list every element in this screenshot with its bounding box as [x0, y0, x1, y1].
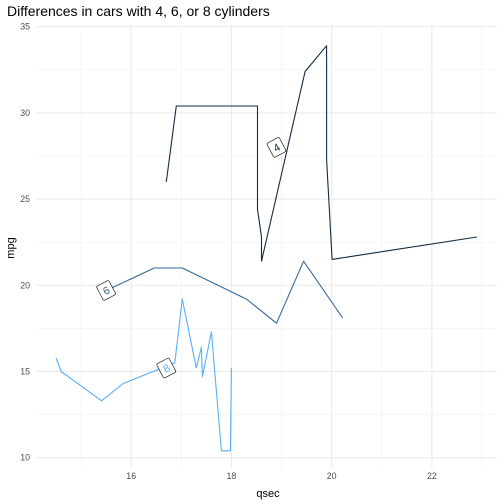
y-tick-label: 30	[20, 108, 30, 118]
y-tick-label: 35	[20, 22, 30, 32]
grid	[36, 25, 497, 468]
chart-title: Differences in cars with 4, 6, or 8 cyli…	[7, 3, 270, 19]
series-label-text: 8	[161, 362, 172, 375]
y-tick-label: 25	[20, 194, 30, 204]
series-label-box	[96, 280, 116, 301]
y-tick-label: 20	[20, 280, 30, 290]
series-label-box	[266, 137, 287, 158]
series-label-8: 8	[156, 357, 177, 379]
series-label-6: 6	[96, 280, 116, 301]
x-axis-title: qsec	[256, 488, 280, 500]
series-labels: 4 6 8	[96, 137, 287, 379]
x-tick-label: 20	[327, 471, 337, 481]
y-tick-labels: 10 15 20 25 30 35	[20, 22, 30, 463]
series-line-8	[55, 298, 232, 452]
x-tick-label: 18	[227, 471, 237, 481]
series-label-text: 6	[101, 285, 112, 298]
series-label-4: 4	[266, 137, 287, 158]
x-tick-label: 16	[126, 471, 136, 481]
series-label-box	[156, 357, 177, 379]
series-line-4	[165, 45, 478, 262]
series-lines	[55, 45, 478, 452]
y-tick-label: 10	[20, 453, 30, 463]
series-line-6	[105, 260, 344, 324]
y-tick-label: 15	[20, 366, 30, 376]
x-tick-label: 22	[427, 471, 437, 481]
series-label-text: 4	[271, 142, 282, 155]
y-axis-title: mpg	[5, 237, 17, 258]
x-tick-labels: 16 18 20 22	[126, 471, 437, 481]
